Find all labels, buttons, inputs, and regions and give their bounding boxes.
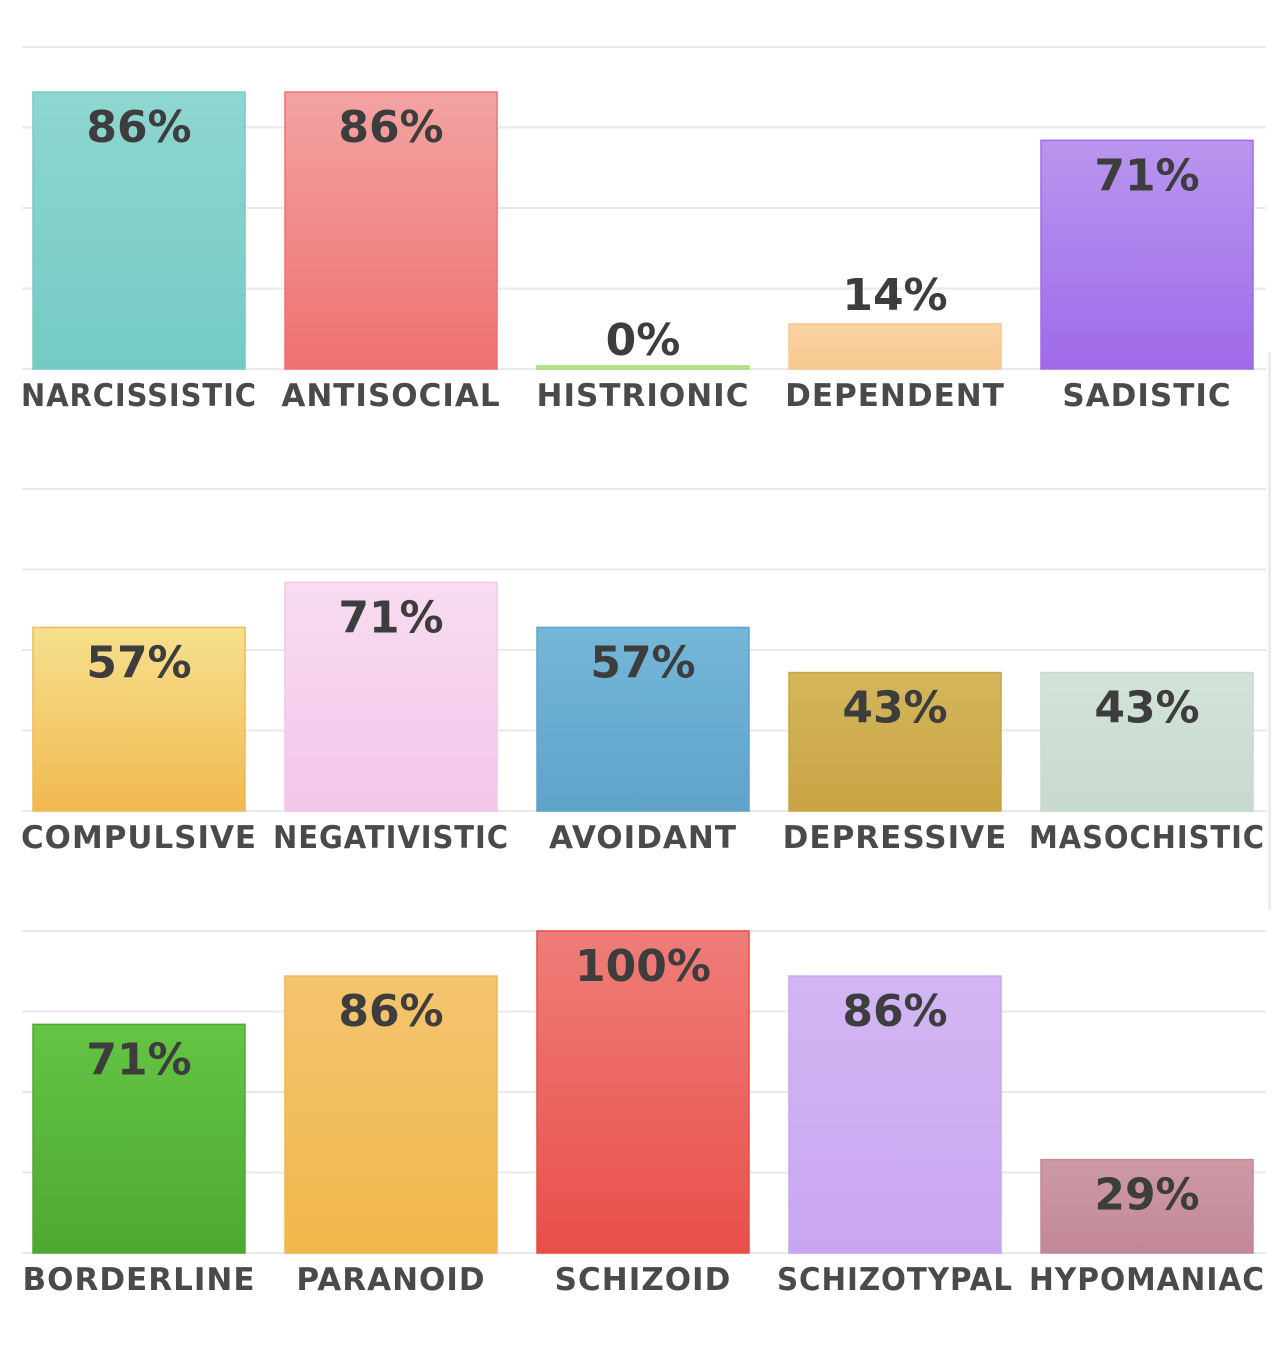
bar-chart-panel: 71% BORDERLINE 86% PARANOID 100% SCHIZOID 86% S… <box>22 930 1266 1298</box>
bar[interactable] <box>284 975 498 1254</box>
bar[interactable] <box>536 626 750 812</box>
bar[interactable] <box>1040 671 1254 812</box>
category-label: PARANOID <box>296 1262 485 1298</box>
bar-value-label: 57% <box>590 637 695 688</box>
bar-value-label: 71% <box>338 592 443 643</box>
bar-value-label: 57% <box>86 637 191 688</box>
bar-value-label: 0% <box>606 315 681 366</box>
bar-value-label: 71% <box>1094 150 1199 201</box>
scrollbar-track[interactable] <box>1268 352 1271 910</box>
category-label: AVOIDANT <box>549 820 737 856</box>
category-label: SADISTIC <box>1062 378 1231 414</box>
bar-value-label: 43% <box>1094 683 1199 734</box>
bar[interactable] <box>788 975 1002 1254</box>
bar-chart-panel: 57% COMPULSIVE 71% NEGATIVISTIC 57% AVOIDANT 4… <box>21 488 1266 856</box>
bar[interactable] <box>536 365 750 370</box>
bar-value-label: 43% <box>842 683 947 734</box>
bar-value-label: 100% <box>575 941 711 992</box>
bar[interactable] <box>1040 1158 1254 1254</box>
category-label: DEPRESSIVE <box>783 820 1008 856</box>
bar[interactable] <box>788 323 1002 370</box>
category-label: NARCISSISTIC <box>21 378 257 414</box>
bar[interactable] <box>32 1023 246 1254</box>
category-label: BORDERLINE <box>22 1262 255 1298</box>
bar-chart-panel: 86% NARCISSISTIC 86% ANTISOCIAL 0% HISTRIONIC… <box>21 46 1266 414</box>
bar-value-label: 71% <box>86 1034 191 1085</box>
category-label: HYPOMANIAC <box>1029 1262 1265 1298</box>
bar[interactable] <box>32 626 246 812</box>
category-label: SCHIZOTYPAL <box>777 1262 1013 1298</box>
bar[interactable] <box>284 581 498 812</box>
bar-value-label: 86% <box>86 102 191 153</box>
bar[interactable] <box>788 671 1002 812</box>
category-label: HISTRIONIC <box>537 378 750 414</box>
bar[interactable] <box>284 91 498 370</box>
category-label: SCHIZOID <box>555 1262 732 1298</box>
category-label: ANTISOCIAL <box>281 378 500 414</box>
bar-value-label: 29% <box>1094 1170 1199 1221</box>
bar[interactable] <box>536 930 750 1254</box>
bar-value-label: 86% <box>338 986 443 1037</box>
bar[interactable] <box>32 91 246 370</box>
bar-value-label: 86% <box>338 102 443 153</box>
bar[interactable] <box>1040 139 1254 370</box>
category-label: COMPULSIVE <box>21 820 257 856</box>
category-label: MASOCHISTIC <box>1029 820 1265 856</box>
category-label: DEPENDENT <box>785 378 1005 414</box>
bar-value-label: 14% <box>842 270 947 321</box>
category-label: NEGATIVISTIC <box>273 820 509 856</box>
bar-value-label: 86% <box>842 986 947 1037</box>
